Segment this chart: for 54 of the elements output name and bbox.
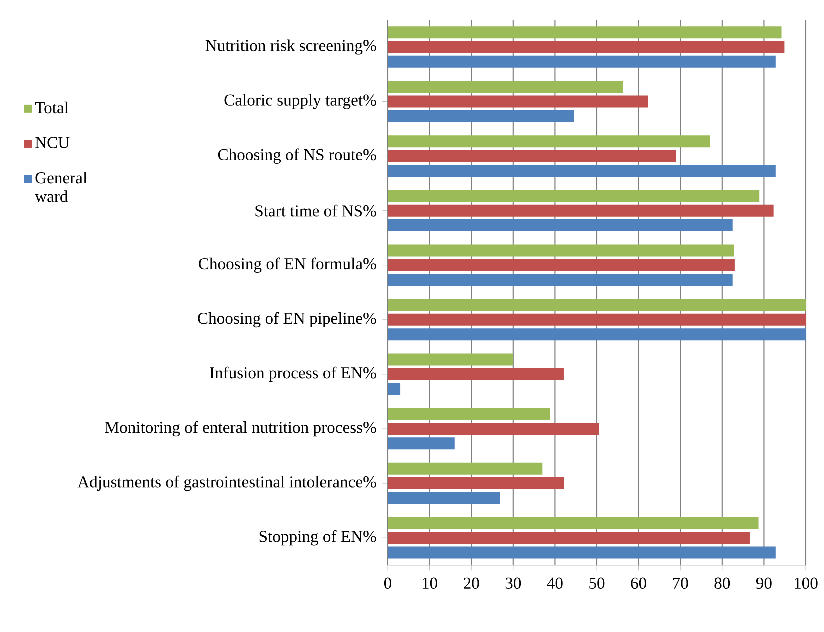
bar bbox=[388, 354, 513, 366]
y-tick-label: Monitoring of enteral nutrition process% bbox=[105, 421, 376, 437]
x-tick-label: 0 bbox=[384, 578, 392, 590]
x-tick-label: 10 bbox=[422, 578, 438, 590]
bar bbox=[388, 438, 455, 450]
bar bbox=[388, 314, 806, 326]
bar bbox=[388, 259, 735, 272]
bar bbox=[388, 492, 500, 504]
bar bbox=[388, 517, 759, 530]
x-tick-label: 50 bbox=[590, 578, 605, 590]
bar bbox=[388, 408, 550, 420]
y-tick-label: Choosing of NS route% bbox=[218, 148, 376, 164]
y-tick-label: Nutrition risk screening% bbox=[206, 40, 376, 55]
bar bbox=[388, 150, 676, 162]
y-tick-label: Stopping of EN% bbox=[260, 530, 376, 546]
bar bbox=[388, 164, 776, 177]
bar bbox=[388, 96, 648, 108]
y-tick-label: Choosing of EN pipeline% bbox=[198, 312, 376, 328]
bar bbox=[388, 204, 774, 217]
bar bbox=[388, 478, 564, 490]
x-tick-label: 60 bbox=[631, 578, 646, 590]
x-tick-label: 20 bbox=[464, 578, 480, 590]
bar bbox=[388, 299, 806, 312]
legend-label: Total bbox=[35, 102, 69, 114]
bar bbox=[388, 220, 733, 232]
bar bbox=[388, 190, 760, 202]
y-tick-label: Adjustments of gastrointestinal intolerance% bbox=[78, 476, 376, 492]
bar bbox=[388, 532, 750, 544]
bar bbox=[388, 383, 401, 396]
y-tick-label: Choosing of EN formula% bbox=[199, 258, 376, 274]
bar bbox=[388, 546, 776, 559]
x-tick-label: 100 bbox=[795, 578, 818, 590]
bar bbox=[388, 328, 806, 341]
bar bbox=[388, 462, 543, 475]
bar bbox=[388, 368, 564, 380]
bar bbox=[388, 422, 600, 435]
legend-label: General ward bbox=[35, 172, 88, 202]
x-tick-label: 90 bbox=[756, 578, 772, 590]
bar bbox=[388, 110, 574, 122]
x-tick-label: 80 bbox=[714, 578, 730, 590]
bar bbox=[388, 41, 785, 54]
x-tick-label: 70 bbox=[673, 578, 688, 590]
y-tick-label: Caloric supply target% bbox=[224, 94, 376, 110]
y-tick-label: Start time of NS% bbox=[256, 204, 376, 217]
legend-label: NCU bbox=[36, 137, 70, 148]
bar bbox=[388, 56, 776, 68]
bar bbox=[388, 136, 710, 148]
bar bbox=[388, 81, 624, 94]
x-tick-label: 40 bbox=[547, 578, 563, 590]
x-tick-label: 30 bbox=[506, 578, 522, 590]
y-tick-label: Infusion process of EN% bbox=[210, 366, 376, 382]
bar bbox=[388, 244, 734, 257]
bar bbox=[388, 274, 733, 286]
bar bbox=[388, 26, 782, 39]
